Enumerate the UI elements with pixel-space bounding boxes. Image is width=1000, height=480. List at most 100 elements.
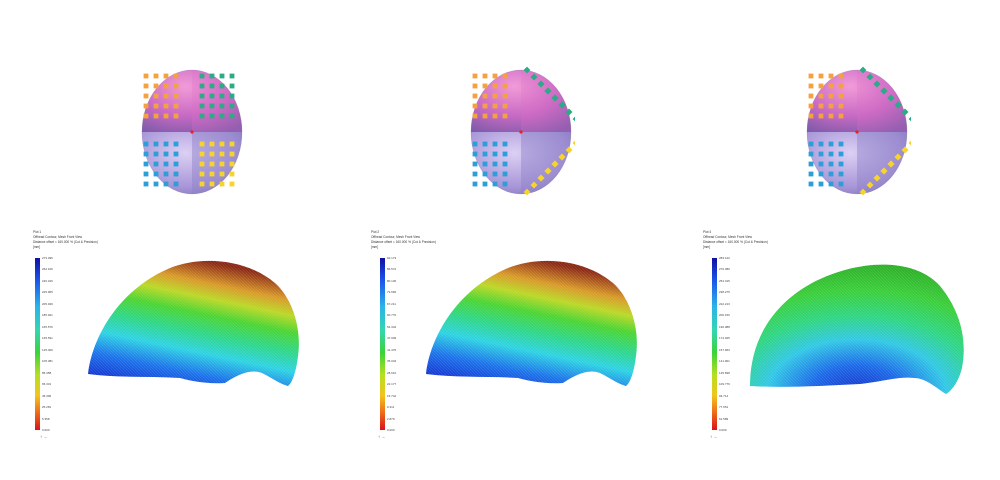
scale-tick-label: 174.025 <box>719 336 730 341</box>
sensor-marker <box>173 83 179 89</box>
header-line-4: [mm] <box>33 245 41 249</box>
sensor-marker <box>229 103 235 109</box>
sensor-marker <box>808 93 814 99</box>
sensor-marker <box>818 113 824 119</box>
sensor-marker <box>492 113 498 119</box>
sensor-marker <box>173 161 179 167</box>
sensor-marker <box>163 181 169 187</box>
scale-tick-label: 270.389 <box>719 267 730 272</box>
sensor-marker <box>818 93 824 99</box>
color-scale-bar <box>35 258 40 430</box>
sensor-marker <box>173 73 179 79</box>
sensor-marker <box>153 141 159 147</box>
scale-tick-label: 262.166 <box>42 267 53 272</box>
header-line-1: Plot 2 <box>371 230 380 234</box>
sensor-marker <box>143 93 149 99</box>
head-top-view-1 <box>141 69 243 195</box>
scale-tick-label: 28.610 <box>387 370 397 375</box>
header-line-3: Distance offset = 160.000 % (Cut & Preci… <box>371 240 436 244</box>
sensor-marker <box>153 103 159 109</box>
sensor-marker <box>472 83 478 89</box>
sensor-marker <box>472 151 478 157</box>
sensor-marker <box>229 83 235 89</box>
sensor-marker <box>472 181 478 187</box>
sensor-marker <box>153 181 159 187</box>
scale-tick-label: 25.281 <box>42 405 52 410</box>
sensor-marker <box>199 141 205 147</box>
sensor-marker <box>143 83 149 89</box>
scale-tick-label: 47.909 <box>387 336 397 341</box>
sensor-marker <box>143 161 149 167</box>
sensor-marker <box>502 181 508 187</box>
scale-tick-label: 73.682 <box>387 290 397 295</box>
sensor-marker <box>838 151 844 157</box>
sensor-marker <box>838 181 844 187</box>
sensor-marker <box>229 93 235 99</box>
sensor-marker <box>209 171 215 177</box>
sensor-marker <box>229 161 235 167</box>
sensor-marker <box>818 141 824 147</box>
helmet-contour-3: ↑ → <box>710 258 964 439</box>
sensor-marker <box>838 161 844 167</box>
sensor-marker <box>828 151 834 157</box>
scale-tick-label: 92.173 <box>387 256 397 260</box>
sensor-marker <box>472 141 478 147</box>
scale-tick-label: 254.315 <box>719 278 730 283</box>
sensor-marker <box>492 103 498 109</box>
sensor-marker <box>482 171 488 177</box>
sensor-marker <box>209 141 215 147</box>
sensor-marker <box>143 151 149 157</box>
sensor-marker <box>472 171 478 177</box>
scale-tick-label: 141.901 <box>719 359 730 364</box>
sensor-marker <box>818 73 824 79</box>
sensor-marker <box>828 73 834 79</box>
scale-tick-label: 105.381 <box>42 359 53 364</box>
sensor-marker <box>143 141 149 147</box>
sensor-marker <box>153 93 159 99</box>
sensor-marker <box>492 181 498 187</box>
scale-tick-label: 5.358 <box>42 416 50 421</box>
sensor-marker <box>219 141 225 147</box>
sensor-marker <box>502 151 508 157</box>
header-line-4: [mm] <box>703 245 711 249</box>
sensor-marker <box>472 73 478 79</box>
sensor-marker <box>572 139 575 147</box>
sensor-marker <box>229 73 235 79</box>
sensor-marker <box>482 83 488 89</box>
scale-tick-label: 125.406 <box>42 347 53 352</box>
sensor-marker <box>472 103 478 109</box>
sensor-marker <box>492 141 498 147</box>
sim-panel-2: Plot 2 Offhead Contour, Mesh Front View … <box>368 228 690 443</box>
sensor-marker <box>209 113 215 119</box>
sensor-marker <box>828 113 834 119</box>
sensor-marker <box>838 113 844 119</box>
sensor-marker <box>199 181 205 187</box>
sensor-marker <box>163 113 169 119</box>
center-marker <box>190 130 194 134</box>
sensor-marker <box>838 103 844 109</box>
scale-tick-label: 246.016 <box>42 278 53 283</box>
scale-tick-label: 35.043 <box>387 359 397 364</box>
scale-tick-label: 54.342 <box>387 324 397 329</box>
color-scale-bar <box>380 258 385 430</box>
sensor-marker <box>818 151 824 157</box>
sensor-grid-1 <box>143 73 235 187</box>
sensor-marker <box>143 171 149 177</box>
sensor-marker <box>153 151 159 157</box>
sensor-marker <box>492 171 498 177</box>
scale-tick-label: 238.275 <box>719 290 730 295</box>
axis-triad: ↑ → <box>40 434 47 439</box>
sensor-marker <box>163 151 169 157</box>
sensor-marker <box>199 73 205 79</box>
sensor-marker <box>818 171 824 177</box>
sensor-marker <box>143 113 149 119</box>
sensor-marker <box>163 161 169 167</box>
sensor-marker <box>808 171 814 177</box>
sensor-marker <box>153 161 159 167</box>
sensor-marker <box>143 181 149 187</box>
scale-tick-label: 157.963 <box>719 347 730 352</box>
scale-tick-label: 45.306 <box>42 393 52 398</box>
scale-tick-label: 190.088 <box>719 324 730 329</box>
sensor-marker <box>828 83 834 89</box>
scale-tick-label: 41.476 <box>387 347 397 352</box>
